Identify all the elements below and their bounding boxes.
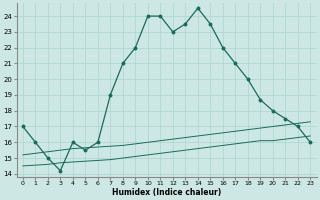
X-axis label: Humidex (Indice chaleur): Humidex (Indice chaleur) [112,188,221,197]
